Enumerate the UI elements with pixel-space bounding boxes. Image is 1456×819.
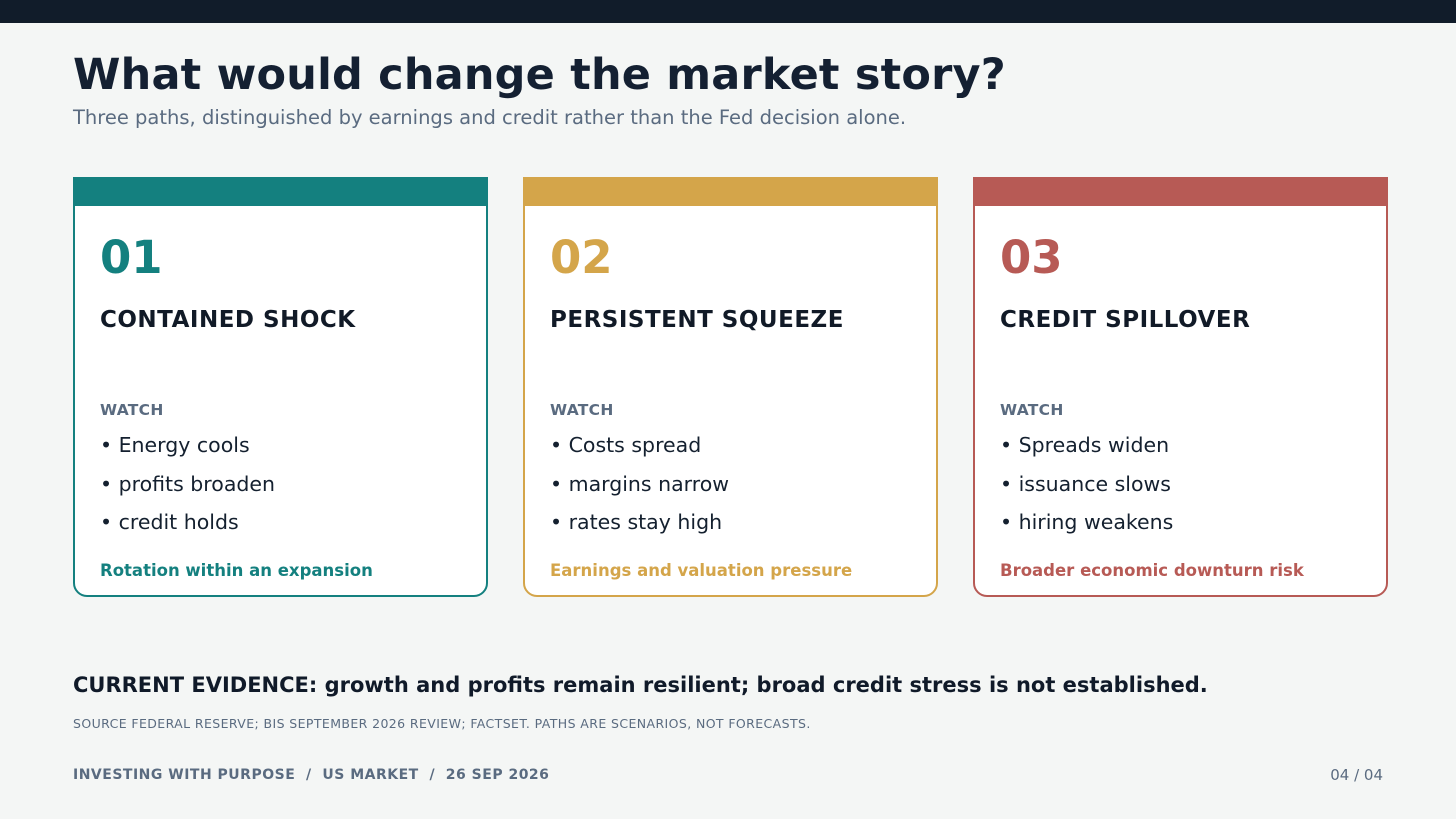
signal-item: • profits broaden [100, 471, 276, 496]
signal-list: • Costs spread • margins narrow • rates … [550, 431, 729, 547]
signal-item: • issuance slows [1000, 471, 1171, 496]
card-color-band [523, 177, 938, 206]
scenario-card-1: 01 CONTAINED SHOCK WATCH • Energy cools … [73, 177, 488, 597]
scenario-number: 01 [100, 231, 163, 284]
signal-item: • Energy cools [100, 433, 250, 457]
signal-item: • Costs spread [550, 433, 702, 457]
signal-item: • credit holds [100, 510, 239, 534]
signal-item: • Spreads widen [1000, 433, 1170, 457]
scenario-outcome: Broader economic downturn risk [1000, 561, 1304, 580]
signal-item: • rates stay high [550, 510, 723, 534]
top-bar [0, 0, 1456, 23]
signal-list: • Energy cools • profits broaden • credi… [100, 431, 275, 547]
footer-label: INVESTING WITH PURPOSE / US MARKET / 26 … [73, 767, 550, 783]
scenario-name: PERSISTENT SQUEEZE [550, 307, 844, 333]
scenario-number: 02 [550, 231, 613, 284]
slide-title: What would change the market story? [73, 50, 1006, 100]
slide-subtitle: Three paths, distinguished by earnings a… [73, 106, 907, 129]
scenario-number: 03 [1000, 231, 1063, 284]
watch-label: WATCH [1000, 401, 1064, 419]
scenario-name: CONTAINED SHOCK [100, 307, 356, 333]
scenario-outcome: Rotation within an expansion [100, 561, 373, 580]
current-evidence: CURRENT EVIDENCE: growth and profits rem… [73, 673, 1208, 697]
watch-label: WATCH [100, 401, 164, 419]
signal-list: • Spreads widen • issuance slows • hirin… [1000, 431, 1173, 547]
signal-item: • margins narrow [550, 471, 730, 496]
scenario-name: CREDIT SPILLOVER [1000, 307, 1251, 333]
page-number: 04 / 04 [1330, 766, 1383, 784]
card-color-band [973, 177, 1388, 206]
signal-item: • hiring weakens [1000, 510, 1174, 534]
scenario-outcome: Earnings and valuation pressure [550, 561, 853, 580]
scenario-card-3: 03 CREDIT SPILLOVER WATCH • Spreads wide… [973, 177, 1388, 597]
source-note: SOURCE FEDERAL RESERVE; BIS SEPTEMBER 20… [73, 716, 811, 731]
watch-label: WATCH [550, 401, 614, 419]
scenario-card-2: 02 PERSISTENT SQUEEZE WATCH • Costs spre… [523, 177, 938, 597]
card-color-band [73, 177, 488, 206]
